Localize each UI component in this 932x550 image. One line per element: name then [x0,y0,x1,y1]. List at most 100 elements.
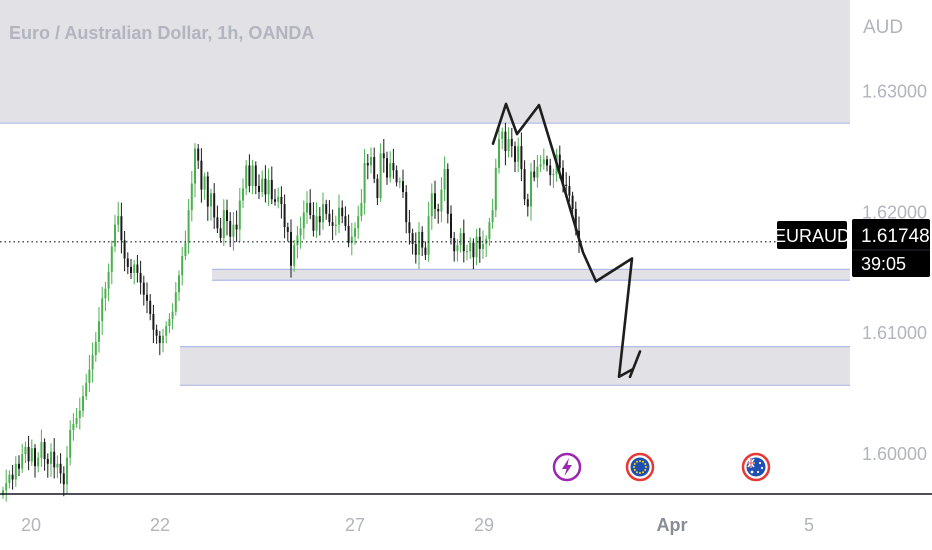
candle-body [546,159,548,166]
candle-body [478,236,481,249]
candle-body [347,225,350,243]
candle-body [178,275,180,293]
candle-body [130,266,132,273]
lightning-event-icon[interactable] [552,452,582,482]
candle-body [299,228,302,236]
candle-body [258,186,260,193]
candle-body [50,451,52,464]
candle-body [21,454,24,469]
candle-body [5,483,8,491]
candle-body [366,163,369,166]
candle-body [491,210,494,223]
candle-body [34,448,36,467]
candle-body [277,196,280,202]
candle-body [162,335,164,344]
candle-body [197,148,200,161]
candle-body [264,178,267,195]
candle-body [184,242,187,257]
candle-body [408,222,411,234]
candle-body [187,210,190,243]
price-axis[interactable]: 1.63000 1.62000 1.61000 1.60000 [862,82,927,464]
candle-body [286,227,289,232]
candle-body [152,314,155,330]
candle-body [338,207,340,225]
candle-body [248,165,251,187]
time-axis[interactable]: 20 22 27 29 Apr 5 [21,515,814,535]
candle-body [206,176,209,207]
candle-body [549,165,552,176]
candle-body [114,224,116,247]
candle-body [536,166,539,178]
candle-body [40,442,43,458]
candle-body [158,335,161,344]
candle-body [558,154,561,168]
candle-body [482,243,484,249]
candle-body [270,179,273,200]
candle-body [149,300,152,315]
candle-body [514,146,516,162]
candle-body [501,131,504,139]
candles-layer [2,122,580,502]
candle-body [216,217,219,229]
candle-body [542,159,545,165]
au-flag-event-icon[interactable] [741,452,771,482]
candle-body [571,195,574,209]
candle-body [62,473,65,485]
price-tick-label: 1.63000 [862,82,927,102]
symbol-tag-label: EURAUD [774,226,850,246]
candle-body [242,188,244,201]
candle-body [146,294,148,301]
candle-body [318,216,321,223]
candle-body [322,204,324,223]
candle-body [30,448,33,462]
symbol-tag-box [777,221,847,249]
candle-body [306,202,308,213]
candle-body [370,157,372,166]
candle-body [136,264,139,273]
candle-body [107,271,110,289]
candle-body [210,193,212,207]
candle-body [85,382,88,397]
candle-body [331,222,334,226]
candle-body [46,458,49,464]
candle-body [523,169,526,200]
candle-body [434,193,436,209]
zones-layer [0,0,850,386]
candle-body [344,216,347,226]
candle-body [168,318,171,327]
candle-body [267,179,270,195]
eu-flag-event-icon[interactable] [625,452,655,482]
candle-body [165,326,168,336]
last-price-tag[interactable]: EURAUD 1.61748 39:05 [774,219,930,277]
candle-body [552,173,555,176]
candle-body [219,228,222,238]
candle-body [283,204,286,228]
candle-body [568,186,571,196]
candle-body [418,231,420,255]
candle-body [27,446,30,462]
candle-body [43,442,46,459]
candle-body [251,165,254,187]
candle-body [142,282,145,295]
candle-body [59,463,62,474]
time-tick-label: 29 [474,515,494,535]
candle-body [194,148,196,184]
candle-body [2,490,4,496]
candle-body [66,457,68,485]
candle-body [360,202,363,217]
time-tick-label: 5 [804,515,814,535]
candle-body [430,193,433,217]
candle-body [325,204,328,214]
price-axis-currency-label: AUD [863,17,903,38]
candle-body [98,321,100,342]
candle-body [88,369,91,383]
candle-body [254,165,257,187]
price-tick-label: 1.60000 [862,444,927,464]
candle-body [72,423,75,430]
candle-body [312,214,315,231]
candle-body [11,474,14,480]
candle-body [398,181,401,183]
candle-body [392,163,395,171]
candle-body [91,355,94,370]
